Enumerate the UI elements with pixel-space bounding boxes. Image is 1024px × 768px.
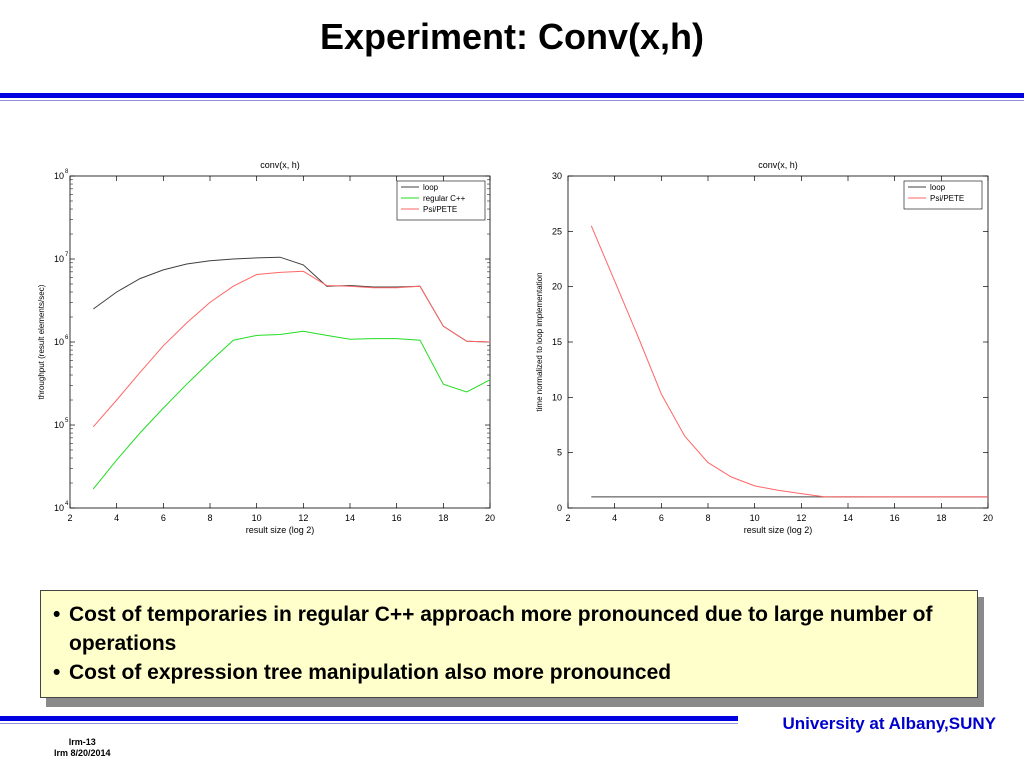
y-tick-label: 25: [552, 226, 562, 236]
title-rule-shadow: [0, 100, 1024, 101]
y-tick-exponent: 7: [65, 252, 69, 258]
normalized-time-chart: 2 4 6 8 10 12 14 16 18 20 0 5 10 15 20 25 30 conv(x, h) re…: [535, 160, 993, 535]
footer-slide-id: lrm-13: [68, 737, 96, 747]
bullet-list: • Cost of temporaries in regular C++ app…: [49, 600, 961, 687]
x-tick-label: 6: [161, 513, 166, 523]
x-tick-label: 10: [750, 513, 760, 523]
x-tick-label: 20: [485, 513, 495, 523]
y-tick-label: 10: [54, 503, 64, 513]
y-tick-exponent: 4: [65, 501, 69, 507]
legend-box: [903, 180, 983, 210]
legend-label: regular C++: [423, 194, 466, 203]
bullet-text: Cost of temporaries in regular C++ appro…: [69, 603, 933, 655]
bullet-item: • Cost of temporaries in regular C++ app…: [49, 600, 961, 658]
plot-area: [69, 175, 491, 509]
legend-label: loop: [423, 183, 439, 192]
x-tick-label: 16: [890, 513, 900, 523]
series-line-psi-pete: [92, 270, 491, 428]
y-tick-label: 0: [557, 503, 562, 513]
y-tick-exponent: 5: [65, 418, 69, 424]
y-tick-exponent: 6: [65, 335, 69, 341]
y-axis-label: throughput (result elements/sec): [37, 284, 46, 399]
y-tick-label: 10: [552, 392, 562, 402]
y-tick-label: 10: [54, 171, 64, 181]
footer-date: lrm 8/20/2014: [54, 748, 111, 758]
legend-label: Psi/PETE: [930, 194, 964, 203]
series-line-regular-c-: [92, 330, 491, 490]
chart-title: conv(x, h): [758, 160, 798, 170]
x-tick-label: 20: [983, 513, 993, 523]
x-tick-label: 4: [114, 513, 119, 523]
y-tick-label: 15: [552, 337, 562, 347]
y-axis-label: time normalized to loop implementation: [535, 272, 544, 411]
legend: loop Psi/PETE: [903, 180, 983, 210]
y-tick-label: 10: [54, 337, 64, 347]
footer-organization: University at Albany,SUNY: [782, 714, 996, 733]
y-tick-label: 30: [552, 171, 562, 181]
title-rule: [0, 93, 1024, 98]
x-tick-label: 10: [252, 513, 262, 523]
x-tick-label: 2: [67, 513, 72, 523]
x-tick-label: 4: [612, 513, 617, 523]
x-tick-label: 12: [796, 513, 806, 523]
y-tick-label: 10: [54, 254, 64, 264]
x-tick-label: 18: [936, 513, 946, 523]
legend-label: loop: [930, 183, 946, 192]
legend-label: Psi/PETE: [423, 205, 457, 214]
footer-rule: [0, 716, 738, 721]
x-tick-label: 16: [392, 513, 402, 523]
x-tick-label: 2: [565, 513, 570, 523]
y-tick-exponent: 8: [65, 169, 69, 175]
slide-title: Experiment: Conv(x,h): [319, 16, 705, 57]
y-tick-label: 5: [557, 448, 562, 458]
x-tick-label: 14: [843, 513, 853, 523]
bullet-dot: •: [53, 603, 61, 626]
x-axis-label: result size (log 2): [744, 525, 813, 535]
bullet-item: • Cost of expression tree manipulation a…: [49, 658, 961, 687]
bullet-text: Cost of expression tree manipulation als…: [69, 661, 672, 684]
plot-area: [567, 175, 989, 509]
footer-meta: lrm-13 lrm 8/20/2014: [54, 737, 111, 759]
x-tick-label: 12: [298, 513, 308, 523]
footer-rule-shadow: [0, 723, 738, 724]
x-tick-label: 8: [705, 513, 710, 523]
series-line-psi-pete: [590, 225, 988, 498]
note-box: • Cost of temporaries in regular C++ app…: [40, 590, 978, 698]
x-tick-label: 8: [207, 513, 212, 523]
x-axis-label: result size (log 2): [246, 525, 315, 535]
chart-title: conv(x, h): [260, 160, 300, 170]
x-tick-label: 14: [345, 513, 355, 523]
x-tick-label: 18: [438, 513, 448, 523]
bullet-dot: •: [53, 661, 61, 684]
y-tick-label: 20: [552, 282, 562, 292]
legend: loop regular C++ Psi/PETE: [396, 180, 486, 221]
x-tick-label: 6: [659, 513, 664, 523]
y-tick-label: 10: [54, 420, 64, 430]
